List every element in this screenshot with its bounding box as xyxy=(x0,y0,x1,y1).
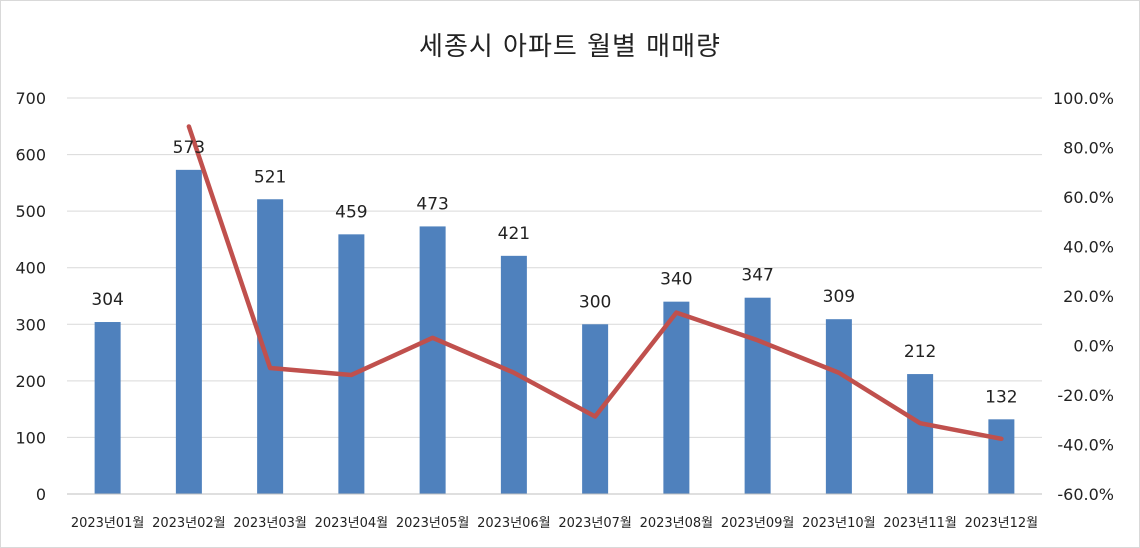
y-right-tick-label: 60.0% xyxy=(1063,188,1114,207)
bar xyxy=(825,319,852,494)
axes: 0 100 200 300 400 500 600 700 -60.0% -40.0% -20.0%… xyxy=(15,89,1114,531)
y-left-tick-label: 300 xyxy=(15,315,46,334)
y-right-tick-label: 40.0% xyxy=(1063,238,1114,257)
y-right-tick-label: 100.0% xyxy=(1053,89,1114,108)
line-series xyxy=(186,124,1004,442)
y-right-tick-label: 20.0% xyxy=(1063,287,1114,306)
x-tick-label: 2023년05월 xyxy=(396,516,470,531)
bar-data-label: 521 xyxy=(254,167,286,187)
y-left-tick-label: 200 xyxy=(15,372,46,391)
x-tick-label: 2023년11월 xyxy=(883,516,957,531)
bar-data-label: 340 xyxy=(660,270,692,290)
change-rate-line xyxy=(186,124,1004,442)
y-right-tick-label: 0.0% xyxy=(1073,337,1114,356)
bar-data-label: 212 xyxy=(904,342,936,362)
y-left-tick-label: 0 xyxy=(36,485,46,504)
y-left-tick-label: 100 xyxy=(15,428,46,447)
bar xyxy=(582,324,609,494)
x-tick-label: 2023년04월 xyxy=(315,516,389,531)
bar xyxy=(419,226,446,494)
gridlines xyxy=(67,97,1042,438)
y-right-tick-label: 80.0% xyxy=(1063,139,1114,158)
bar-data-label: 421 xyxy=(498,224,530,244)
y-left-tick-label: 600 xyxy=(15,146,46,165)
bar-data-label: 573 xyxy=(173,138,205,158)
bar xyxy=(94,322,121,494)
bar xyxy=(744,297,771,494)
bar xyxy=(338,234,365,494)
data-labels: 304 573 521 459 473 421 300 340 347 309 212 132 xyxy=(91,138,1017,407)
y-right-tick-label: -40.0% xyxy=(1057,436,1114,455)
x-tick-label: 2023년03월 xyxy=(233,516,307,531)
x-tick-label: 2023년01월 xyxy=(71,516,145,531)
bar-data-label: 347 xyxy=(741,266,773,286)
bar xyxy=(988,419,1015,494)
y-left-tick-label: 400 xyxy=(15,259,46,278)
x-tick-label: 2023년12월 xyxy=(965,516,1039,531)
x-tick-label: 2023년02월 xyxy=(152,516,226,531)
bar-data-label: 300 xyxy=(579,292,611,312)
x-tick-label: 2023년10월 xyxy=(802,516,876,531)
x-tick-label: 2023년07월 xyxy=(558,516,632,531)
x-tick-label: 2023년06월 xyxy=(477,516,551,531)
y-left-tick-label: 500 xyxy=(15,202,46,221)
bar xyxy=(663,301,690,494)
bar xyxy=(175,169,202,495)
chart-title: 세종시 아파트 월별 매매량 xyxy=(419,32,721,62)
bar-data-label: 309 xyxy=(823,287,855,307)
bar-data-label: 132 xyxy=(985,387,1017,407)
bar-data-label: 304 xyxy=(91,290,123,310)
y-right-tick-label: -20.0% xyxy=(1057,386,1114,405)
y-left-tick-label: 700 xyxy=(15,89,46,108)
bar xyxy=(907,374,934,494)
x-tick-label: 2023년08월 xyxy=(640,516,714,531)
bar-series xyxy=(94,169,1015,495)
x-tick-label: 2023년09월 xyxy=(721,516,795,531)
bar-data-label: 459 xyxy=(335,202,367,222)
bar-data-label: 473 xyxy=(416,194,448,214)
y-right-tick-label: -60.0% xyxy=(1057,485,1114,504)
